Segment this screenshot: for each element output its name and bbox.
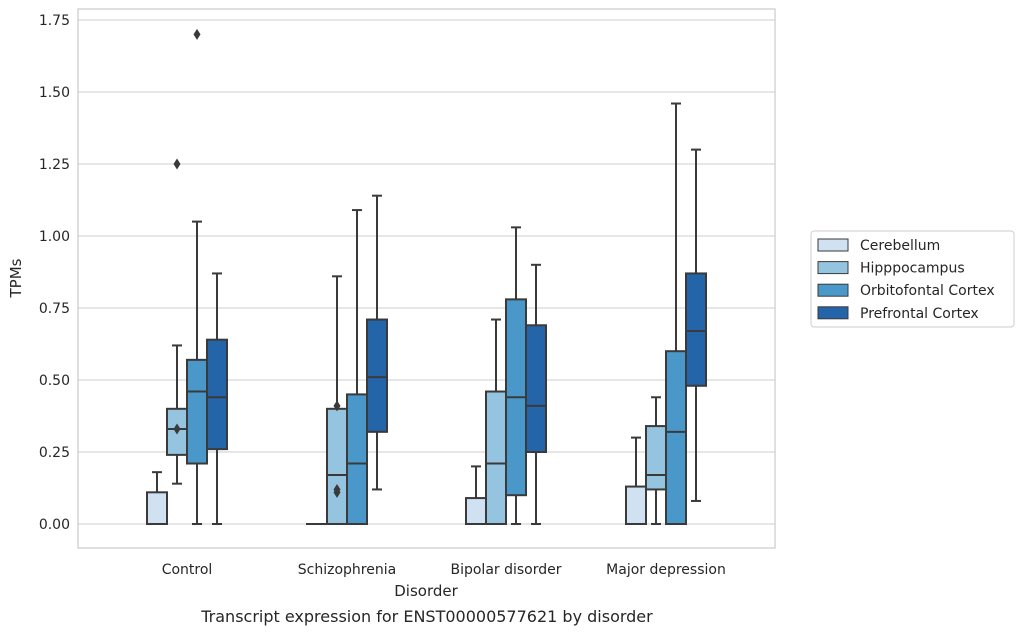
y-tick-label: 0.25 [39, 445, 70, 461]
box-hipppocampus-3 [645, 396, 667, 525]
box-hipppocampus-0 [166, 158, 188, 485]
box-prefrontal-cortex-1 [366, 194, 388, 491]
legend-frame [810, 230, 1015, 328]
box-orbitofontal-cortex-1 [346, 209, 368, 525]
box-body [485, 390, 507, 525]
box-cerebellum-0 [146, 471, 168, 526]
box-body [665, 350, 687, 526]
box-cerebellum-3 [625, 436, 647, 525]
outlier-point [333, 483, 341, 495]
y-tick-label: 1.25 [39, 157, 70, 173]
box-orbitofontal-cortex-0 [186, 28, 208, 525]
y-tick-label: 1.50 [39, 85, 70, 101]
box-body [525, 324, 547, 453]
box-prefrontal-cortex-3 [685, 148, 707, 502]
y-axis-title: TPMs [7, 258, 25, 298]
box-hipppocampus-2 [485, 318, 507, 525]
box-body [186, 358, 208, 465]
x-tick-label: Control [162, 562, 213, 578]
boxes [146, 28, 707, 526]
legend-label: Hipppocampus [860, 261, 965, 277]
legend-label: Orbitofontal Cortex [860, 283, 995, 299]
legend-swatch [817, 283, 849, 297]
box-body [326, 407, 348, 525]
box-orbitofontal-cortex-2 [505, 226, 527, 525]
box-body [206, 338, 228, 451]
box-body [685, 272, 707, 387]
box-body [645, 425, 667, 491]
y-tick-labels: 0.00 0.25 0.50 0.75 1.00 1.25 1.50 1.75 [39, 13, 70, 533]
x-axis-title: Disorder [394, 582, 458, 600]
legend-swatch [817, 238, 849, 252]
outlier-point [333, 400, 341, 412]
outlier-point [193, 28, 201, 40]
box-body [366, 318, 388, 433]
box-body [625, 485, 647, 525]
y-tick-label: 0.75 [39, 301, 70, 317]
legend-label: Cerebellum [860, 238, 940, 254]
box-body [146, 491, 168, 526]
box-prefrontal-cortex-2 [525, 263, 547, 525]
chart-caption: Transcript expression for ENST0000057762… [200, 607, 653, 626]
plot-frame [77, 8, 776, 549]
x-tick-label: Bipolar disorder [450, 562, 561, 578]
y-tick-label: 0.00 [39, 517, 70, 533]
outlier-point [173, 423, 181, 435]
outlier-point [173, 158, 181, 170]
box-body [346, 393, 368, 525]
legend-label: Prefrontal Cortex [860, 306, 979, 322]
x-tick-label: Schizophrenia [298, 562, 396, 578]
box-hipppocampus-1 [326, 275, 348, 525]
box-orbitofontal-cortex-3 [665, 102, 687, 526]
legend-swatch [817, 261, 849, 275]
y-tick-label: 1.75 [39, 13, 70, 29]
box-body [465, 497, 487, 525]
legend: Cerebellum Hipppocampus Orbitofontal Corte… [810, 230, 1015, 328]
x-tick-labels: Control Schizophrenia Bipolar disorder Majo… [162, 562, 726, 578]
y-tick-label: 1.00 [39, 229, 70, 245]
x-tick-label: Major depression [606, 562, 726, 578]
y-tick-label: 0.50 [39, 373, 70, 389]
legend-swatch [817, 306, 849, 320]
box-prefrontal-cortex-0 [206, 272, 228, 525]
box-cerebellum-2 [465, 465, 487, 525]
